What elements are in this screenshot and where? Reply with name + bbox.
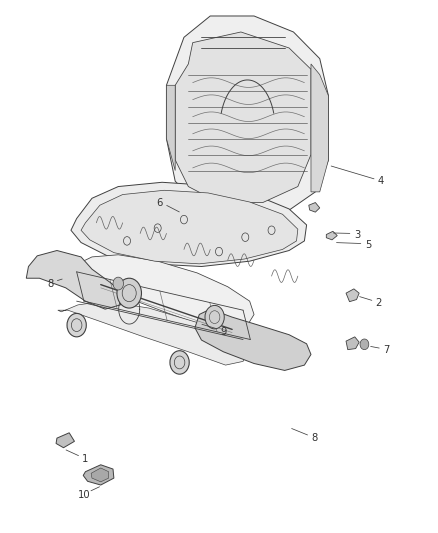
Circle shape [67, 313, 86, 337]
Polygon shape [68, 255, 254, 330]
Text: 7: 7 [383, 345, 389, 355]
Polygon shape [26, 251, 123, 309]
Polygon shape [346, 289, 359, 302]
Text: 8: 8 [311, 433, 318, 443]
Polygon shape [175, 32, 311, 203]
Polygon shape [81, 190, 298, 264]
Polygon shape [56, 433, 74, 448]
Text: 9: 9 [220, 327, 226, 336]
Polygon shape [309, 203, 320, 212]
Circle shape [360, 339, 369, 350]
Polygon shape [91, 468, 109, 482]
Polygon shape [311, 64, 328, 192]
Text: 6: 6 [157, 198, 163, 207]
Text: 4: 4 [378, 176, 384, 186]
Circle shape [113, 277, 124, 290]
Text: 5: 5 [365, 240, 371, 250]
Circle shape [170, 351, 189, 374]
Text: 2: 2 [376, 298, 382, 308]
Text: 1: 1 [82, 455, 88, 464]
Text: 10: 10 [78, 490, 90, 499]
Polygon shape [326, 231, 337, 240]
Polygon shape [346, 337, 359, 350]
Polygon shape [195, 309, 311, 370]
Polygon shape [83, 465, 114, 485]
Polygon shape [58, 301, 247, 365]
Text: 3: 3 [354, 230, 360, 239]
Polygon shape [166, 16, 328, 219]
Circle shape [205, 305, 224, 329]
Circle shape [117, 278, 141, 308]
Polygon shape [71, 182, 307, 266]
Polygon shape [166, 85, 175, 171]
Text: 8: 8 [47, 279, 53, 288]
